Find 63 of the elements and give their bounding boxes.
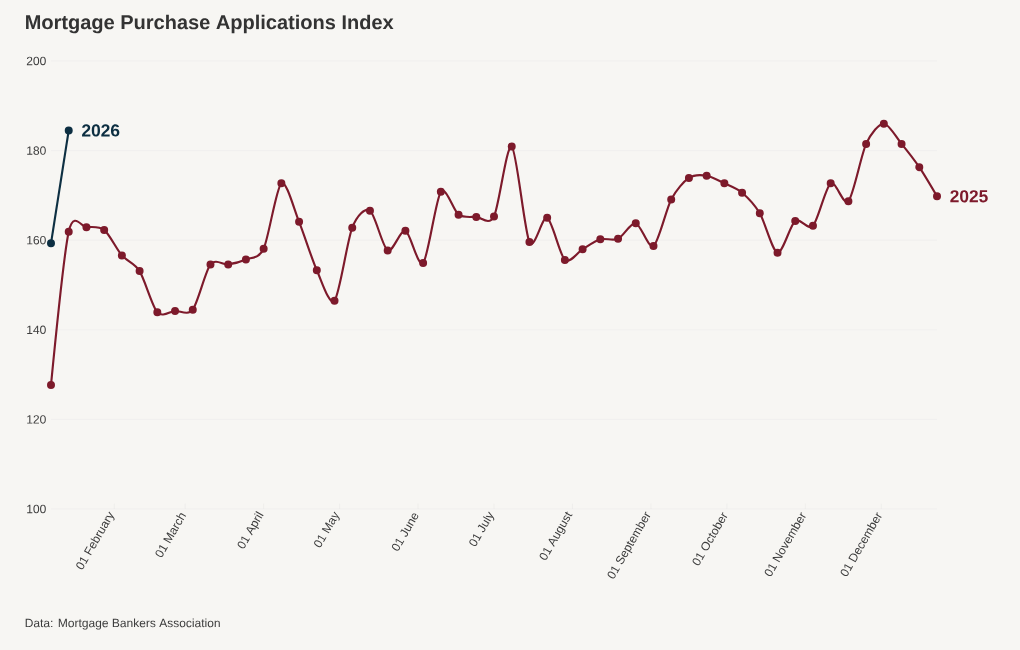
point (684, 173, 693, 182)
point (808, 221, 817, 230)
point (188, 305, 197, 314)
point (667, 195, 676, 204)
point (135, 267, 144, 276)
y-tick-label: 200 (26, 56, 46, 66)
point (791, 216, 800, 225)
point (348, 223, 357, 232)
point (383, 246, 392, 255)
text: Data: Mortgage Bankers Association (25, 618, 220, 630)
y-tick-label: 100 (27, 504, 46, 514)
point (826, 179, 835, 188)
point (862, 139, 871, 148)
point (206, 260, 215, 269)
point (844, 197, 853, 206)
point (64, 227, 73, 236)
point (472, 212, 481, 221)
point (171, 306, 180, 315)
point (47, 239, 55, 248)
y-tick-label: 120 (27, 415, 46, 424)
point (631, 219, 640, 228)
point (454, 210, 463, 219)
point (649, 242, 658, 251)
point (259, 244, 268, 253)
y-tick-label: 140 (27, 325, 46, 335)
point (312, 266, 321, 275)
point (153, 308, 162, 317)
point (241, 255, 250, 264)
point (720, 179, 729, 188)
y-tick-label: 160 (27, 235, 46, 245)
point (224, 260, 233, 269)
point (897, 139, 906, 148)
point (525, 237, 534, 246)
point (82, 223, 91, 232)
y-tick-label: 180 (27, 146, 46, 155)
point (915, 163, 924, 172)
point (64, 126, 73, 135)
point (277, 179, 286, 188)
point (507, 142, 516, 151)
point (436, 187, 445, 196)
point (578, 245, 587, 254)
point (614, 234, 623, 243)
point (401, 226, 410, 235)
point (738, 188, 747, 197)
point (560, 255, 569, 264)
point (330, 296, 339, 305)
chart-title: Mortgage Purchase Applications Index (26, 14, 394, 34)
point (755, 209, 764, 218)
point (879, 119, 888, 128)
point (933, 192, 942, 201)
series-label: 2025 (950, 190, 988, 203)
point (365, 206, 374, 215)
point (117, 251, 126, 260)
point (295, 217, 304, 226)
point (490, 212, 499, 221)
point (47, 380, 55, 389)
series-label: 2026 (82, 124, 120, 137)
point (419, 259, 428, 268)
point (543, 213, 552, 222)
point (702, 171, 711, 180)
point (100, 225, 109, 234)
point (773, 248, 782, 257)
point (596, 235, 605, 244)
